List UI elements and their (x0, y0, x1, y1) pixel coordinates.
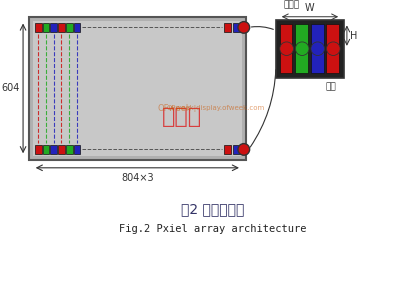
Text: 604: 604 (2, 83, 20, 93)
Text: OFweek: OFweek (157, 104, 191, 113)
Bar (275, 20, 343, 78)
Bar (43, 145, 49, 154)
Bar (310, 24, 323, 47)
Bar (50, 22, 57, 32)
Text: 像素: 像素 (325, 83, 335, 92)
Circle shape (237, 22, 249, 33)
Bar (326, 50, 338, 73)
Text: 显示网: 显示网 (161, 107, 201, 128)
Circle shape (237, 144, 249, 155)
Text: 图2 像素排列图: 图2 像素排列图 (180, 203, 244, 217)
Bar (326, 24, 338, 47)
Bar (279, 50, 292, 73)
Bar (29, 17, 245, 160)
Bar (310, 50, 323, 73)
Bar (233, 145, 240, 154)
Bar (294, 50, 307, 73)
Bar (233, 22, 240, 32)
Circle shape (310, 42, 324, 55)
Circle shape (294, 42, 308, 55)
Text: W: W (304, 3, 314, 13)
Bar (224, 145, 230, 154)
Bar (224, 22, 230, 32)
Bar (50, 145, 57, 154)
Bar (279, 24, 292, 47)
Bar (74, 145, 80, 154)
Bar (66, 22, 73, 32)
Bar (294, 24, 307, 47)
Bar (33, 21, 241, 156)
Bar (43, 22, 49, 32)
Bar (58, 22, 65, 32)
Text: Fig.2 Pxiel array architecture: Fig.2 Pxiel array architecture (119, 224, 306, 234)
Bar (35, 145, 41, 154)
Text: 亚像素: 亚像素 (283, 0, 299, 9)
Text: OFweek|display.ofweek.com: OFweek|display.ofweek.com (166, 105, 264, 112)
Text: H: H (349, 31, 356, 41)
Bar (74, 22, 80, 32)
Bar (35, 22, 41, 32)
Bar (66, 145, 73, 154)
Text: 804×3: 804×3 (121, 173, 153, 183)
Circle shape (279, 42, 293, 55)
Bar (58, 145, 65, 154)
Circle shape (326, 42, 339, 55)
